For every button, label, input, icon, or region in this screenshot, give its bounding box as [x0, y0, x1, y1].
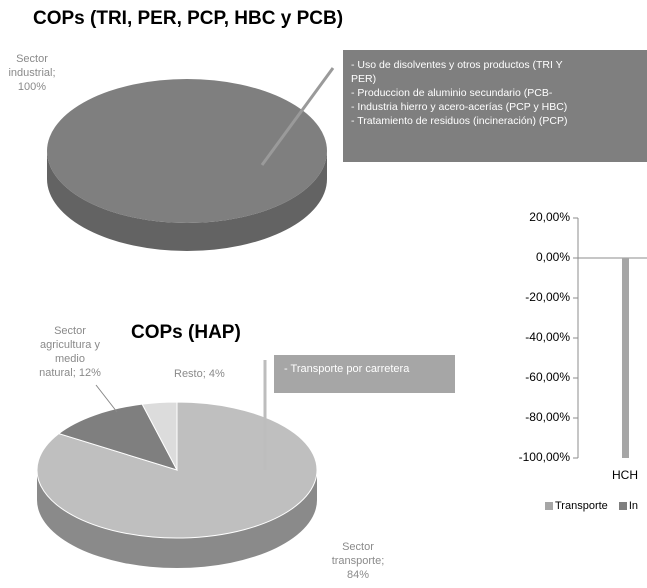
chart-3-x-tick-label: HCH [612, 468, 638, 482]
pie-2-leader-agricultura [95, 384, 118, 413]
pie-1-slice-industrial [47, 79, 327, 223]
y-tick-label: -60,00% [525, 370, 570, 384]
legend-swatch-transporte [545, 502, 553, 511]
pie-2-slice-resto [141, 401, 178, 471]
chart-2-slice-label-line: Resto; 4% [174, 368, 225, 380]
chart-2-slice-label-resto: Resto; 4% [174, 367, 244, 381]
y-tick-label: -100,00% [518, 450, 570, 464]
pie-1-callout-connector [260, 67, 335, 166]
chart-2-callout: - Transporte por carretera [274, 355, 455, 393]
pie-2-side-transporte [37, 470, 317, 568]
legend-swatch-in [618, 502, 627, 511]
y-tick-label: 20,00% [529, 210, 570, 224]
chart-1-slice-label: Sector industrial; 100% [2, 52, 62, 94]
chart-1-callout-line: - Industria hierro y acero-acerías (PCP … [351, 101, 568, 113]
chart-2-slice-label-line: transporte; [331, 555, 385, 567]
chart-3-legend: Transporte In [545, 500, 638, 512]
legend-label-in: In [628, 500, 639, 512]
chart-2-slice-label-line: natural; 12% [39, 367, 101, 379]
chart-1-title: COPs (TRI, PER, PCP, HBC y PCB) [33, 8, 344, 29]
pie-2-slice-natural [57, 403, 179, 471]
chart-1-slice-label-line: industrial; [8, 67, 56, 79]
chart-2-slice-label-agricultura: Sector agricultura y medio natural; 12% [20, 324, 120, 380]
chart-1-callout: - Uso de disolventes y otros productos (… [343, 50, 647, 162]
chart-1-callout-line: - Produccion de aluminio secundario (PCB… [351, 87, 553, 99]
chart-2-slice-label-line: agricultura y [40, 339, 100, 351]
chart-1-slice-label-line: Sector [16, 53, 48, 65]
chart-2-slice-label-line: Sector [54, 325, 86, 337]
y-tick-label: -40,00% [525, 330, 570, 344]
bar-transporte-hch [622, 258, 629, 458]
chart-2-slice-label-line: 84% [346, 569, 370, 581]
y-tick-label: -80,00% [525, 410, 570, 424]
chart-2-callout-line: - Transporte por carretera [284, 363, 410, 375]
chart-2-slice-label-transporte: Sector transporte; 84% [318, 540, 398, 582]
y-tick-label: 0,00% [535, 250, 570, 264]
pie-1-side [47, 151, 327, 251]
legend-label-transporte: Transporte [555, 500, 608, 512]
chart-1-slice-label-line: 100% [17, 81, 47, 93]
chart-2-slice-label-line: Sector [342, 541, 374, 553]
chart-1-callout-line: - Tratamiento de residuos (incineración)… [351, 115, 568, 127]
chart-1-callout-line: - Uso de disolventes y otros productos (… [351, 59, 563, 71]
chart-2-slice-label-line: medio [55, 353, 85, 365]
chart-1-callout-line: PER) [351, 73, 377, 85]
chart-2-title: COPs (HAP) [131, 322, 241, 343]
y-tick-label: -20,00% [525, 290, 570, 304]
pie-2-slice-transporte [36, 401, 318, 539]
